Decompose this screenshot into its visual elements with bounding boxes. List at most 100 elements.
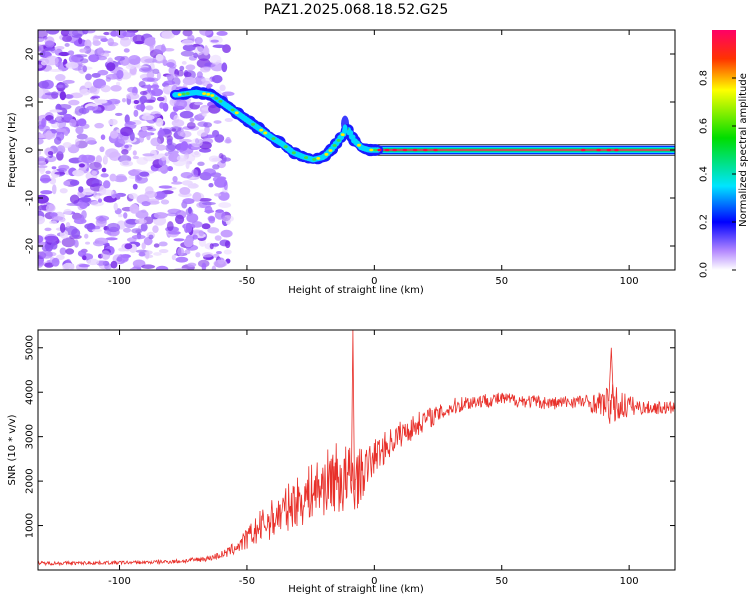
- spectrogram-noise-blob: [163, 80, 176, 86]
- spectrogram-noise-blob: [123, 48, 130, 53]
- spectrogram-noise-blob: [81, 123, 90, 129]
- spectrogram-noise-blob: [66, 94, 74, 99]
- spectrogram-noise-blob: [114, 267, 121, 270]
- spectrogram-noise-blob: [72, 169, 85, 177]
- spectrogram-noise-blob: [152, 68, 160, 75]
- spectrogram-noise-blob: [113, 202, 118, 211]
- spectrogram-noise-blob: [153, 243, 160, 248]
- colorbar-tick-label: 0.0: [699, 262, 710, 278]
- bottom-x-ticks: -100 -50 0 50 100: [108, 330, 639, 587]
- spectrogram-noise-blob: [74, 105, 84, 116]
- spectrogram-noise-blob: [48, 68, 63, 72]
- spectrogram-noise-blob: [62, 34, 73, 43]
- spectrogram-noise-blob: [78, 163, 86, 168]
- spectrogram-noise-blob: [86, 258, 100, 266]
- spectrogram-noise-blob: [105, 237, 118, 241]
- spectrogram-noise-blob: [147, 38, 156, 48]
- spectrogram-noise-blob: [49, 109, 63, 113]
- spectrogram-noise-blob: [38, 215, 46, 225]
- spectrogram-noise-blob: [128, 54, 141, 65]
- spectrogram-noise-blob: [95, 215, 110, 222]
- spectrogram-noise-blob: [76, 133, 88, 140]
- colorbar: 0.0 0.2 0.4 0.6 0.8 Normalized spectral ampl…: [699, 30, 749, 278]
- spectrogram-noise-blob: [179, 110, 194, 119]
- ridge-blob-core: [271, 137, 276, 141]
- spectrogram-noise-blob: [150, 84, 160, 90]
- snr-spike: [608, 347, 615, 411]
- spectrogram-noise-blob: [71, 228, 81, 239]
- spectrogram-noise-blob: [38, 30, 48, 39]
- spectrogram-noise-blob: [136, 157, 148, 165]
- spectrogram-noise-blob: [140, 209, 147, 213]
- spectrogram-noise-blob: [78, 37, 83, 45]
- spectrogram-noise-blob: [85, 241, 91, 245]
- top-y-tick-label: -20: [25, 238, 36, 254]
- spectrogram-noise-blob: [156, 96, 165, 102]
- ridge-blob-core: [202, 92, 207, 96]
- spectrogram-noise-blob: [54, 171, 66, 175]
- spectrogram-noise-blob: [109, 173, 117, 182]
- spectrogram-noise-blob: [198, 230, 204, 237]
- spectrogram-noise-blob: [108, 118, 118, 126]
- spectrogram-noise-blob: [221, 215, 234, 223]
- spectrogram-noise-blob: [216, 31, 228, 36]
- spectrogram-noise-blob: [38, 44, 44, 53]
- spectrogram-noise-blob: [51, 257, 60, 267]
- spectrogram-noise-blob: [73, 218, 87, 225]
- spectrogram-noise-blob: [220, 229, 233, 238]
- spectrogram-noise-blob: [150, 88, 163, 97]
- spectrogram-noise-blob: [97, 69, 109, 76]
- spectrogram-noise-blob: [202, 113, 207, 117]
- top-x-tick-label: -50: [239, 276, 255, 287]
- spectrogram-noise-blob: [44, 47, 56, 52]
- spectrogram-noise-blob: [141, 125, 148, 132]
- spectrogram-noise-blob: [177, 69, 184, 77]
- ridge-blob-core: [185, 92, 190, 95]
- spectrogram-noise-blob: [89, 161, 102, 171]
- ridge-hotspot: [581, 148, 586, 152]
- spectrogram-noise-blob: [132, 150, 137, 156]
- spectrogram-noise-blob: [223, 181, 228, 191]
- spectrogram-noise-blob: [133, 109, 139, 117]
- spectrogram-noise-blob: [141, 242, 146, 250]
- bottom-y-tick-label: 2000: [25, 468, 36, 493]
- spectrogram-noise-blob: [185, 222, 193, 233]
- spectrogram-noise-blob: [187, 206, 192, 215]
- spectrogram-noise-blob: [172, 175, 178, 183]
- colorbar-label: Normalized spectral amplitude: [738, 73, 749, 227]
- ridge-blob-core: [263, 131, 268, 135]
- spectrogram-noise-blob: [210, 39, 219, 43]
- top-x-tick-label: 50: [495, 276, 508, 287]
- ridge-blob-core: [259, 128, 264, 132]
- bottom-x-tick-label: -50: [239, 576, 255, 587]
- snr-plot-area: [38, 330, 675, 570]
- spectrogram-noise-blob: [110, 130, 119, 139]
- spectrogram-noise-blob: [85, 73, 92, 81]
- spectrogram-noise-blob: [117, 254, 129, 263]
- spectrogram-noise-blob: [110, 30, 119, 37]
- spectrogram-noise-blob: [132, 155, 140, 160]
- spectrogram-noise-blob: [161, 156, 167, 161]
- spectrogram-noise-blob: [41, 94, 49, 100]
- spectrogram-noise-blob: [110, 84, 122, 92]
- spectrogram-noise-blob: [174, 98, 188, 109]
- top-y-tick-label: -10: [25, 190, 36, 206]
- spectrogram-noise-blob: [211, 157, 222, 162]
- spectrogram-noise-blob: [126, 92, 140, 100]
- ridge-hotspot: [412, 148, 418, 152]
- spectrogram-noise-blob: [171, 254, 176, 261]
- spectrogram-noise-blob: [69, 119, 77, 127]
- spectrogram-noise-blob: [214, 193, 222, 197]
- spectrogram-noise-blob: [65, 61, 79, 69]
- spectrogram-noise-blob: [179, 130, 192, 138]
- spectrogram-noise-blob: [62, 142, 72, 149]
- bottom-y-tick-label: 3000: [25, 424, 36, 449]
- spectrogram-noise-blob: [126, 121, 136, 125]
- spectrogram-noise-blob: [51, 166, 57, 170]
- spectrogram-noise-blob: [39, 177, 52, 182]
- spectrogram-noise-blob: [138, 252, 146, 257]
- spectrogram-noise-blob: [189, 117, 195, 123]
- spectrogram-noise-blob: [176, 155, 188, 162]
- spectrogram-frame: [37, 29, 676, 271]
- spectrogram-noise-blob: [114, 55, 125, 61]
